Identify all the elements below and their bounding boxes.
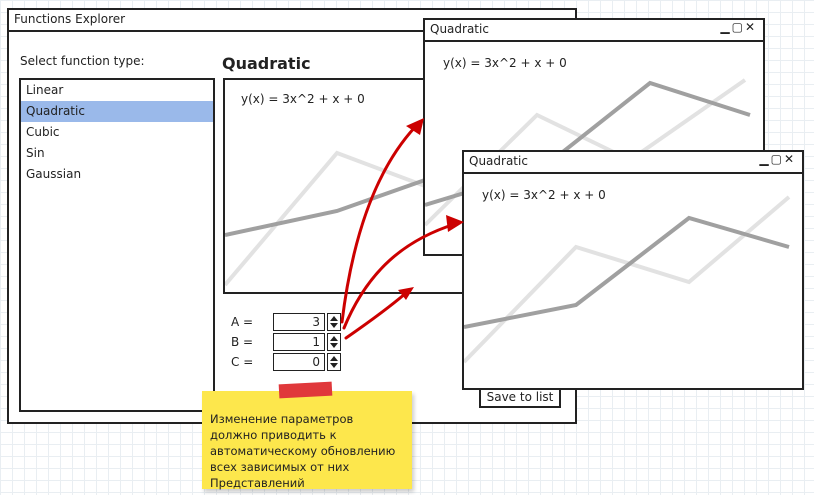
close-icon[interactable]: ✕ (744, 20, 757, 34)
param-c-spinner[interactable] (327, 353, 341, 371)
spin-down-icon[interactable] (330, 363, 338, 368)
view-window-1-title: Quadratic (430, 22, 489, 36)
view-window-2-titlebar[interactable]: Quadratic ▁▢✕ (464, 152, 802, 174)
param-a-spinner[interactable] (327, 313, 341, 331)
close-icon[interactable]: ✕ (783, 152, 796, 166)
main-window-titlebar[interactable]: Functions Explorer (9, 10, 575, 32)
spin-up-icon[interactable] (330, 316, 338, 321)
main-chart-line-light (225, 150, 426, 287)
view-window-2: Quadratic ▁▢✕ y(x) = 3x^2 + x + 0 (462, 150, 804, 390)
spin-up-icon[interactable] (330, 336, 338, 341)
param-b-spinner[interactable] (327, 333, 341, 351)
view-window-1-titlebar[interactable]: Quadratic ▁▢✕ (425, 20, 763, 42)
list-item-sin[interactable]: Sin (26, 146, 45, 160)
param-b-input[interactable]: 1 (273, 333, 325, 351)
list-item-cubic[interactable]: Cubic (26, 125, 60, 139)
list-item-quadratic[interactable]: Quadratic (21, 101, 213, 122)
view2-chart-line-light (464, 195, 791, 364)
function-heading: Quadratic (222, 54, 311, 73)
list-item-linear[interactable]: Linear (26, 83, 64, 97)
param-b-label: B = (231, 335, 254, 349)
param-a-label: A = (231, 315, 254, 329)
view-window-2-title: Quadratic (469, 154, 528, 168)
select-function-label: Select function type: (20, 54, 145, 68)
sticky-note: Изменение параметров должно приводить к … (202, 391, 412, 490)
param-c-input[interactable]: 0 (273, 353, 325, 371)
main-window-title: Functions Explorer (14, 12, 126, 26)
minimize-icon[interactable]: ▁ (720, 20, 732, 34)
main-formula: y(x) = 3x^2 + x + 0 (241, 92, 365, 106)
window-controls[interactable]: ▁▢✕ (759, 152, 796, 166)
sticky-note-text: Изменение параметров должно приводить к … (210, 412, 396, 490)
main-chart-line-dark (225, 178, 426, 237)
list-item-gaussian[interactable]: Gaussian (26, 167, 82, 181)
view-window-1-formula: y(x) = 3x^2 + x + 0 (443, 56, 567, 70)
spin-down-icon[interactable] (330, 343, 338, 348)
window-controls[interactable]: ▁▢✕ (720, 20, 757, 34)
function-type-list[interactable]: Linear Quadratic Cubic Sin Gaussian (19, 78, 215, 412)
param-c-label: C = (231, 355, 254, 369)
maximize-icon[interactable]: ▢ (770, 152, 784, 166)
spin-up-icon[interactable] (330, 356, 338, 361)
view2-chart-line-dark (464, 215, 790, 329)
view-window-2-formula: y(x) = 3x^2 + x + 0 (482, 188, 606, 202)
sticky-note-tape (278, 381, 333, 399)
maximize-icon[interactable]: ▢ (731, 20, 745, 34)
spin-down-icon[interactable] (330, 323, 338, 328)
param-a-input[interactable]: 3 (273, 313, 325, 331)
minimize-icon[interactable]: ▁ (759, 152, 771, 166)
view-window-2-chart (464, 195, 791, 364)
